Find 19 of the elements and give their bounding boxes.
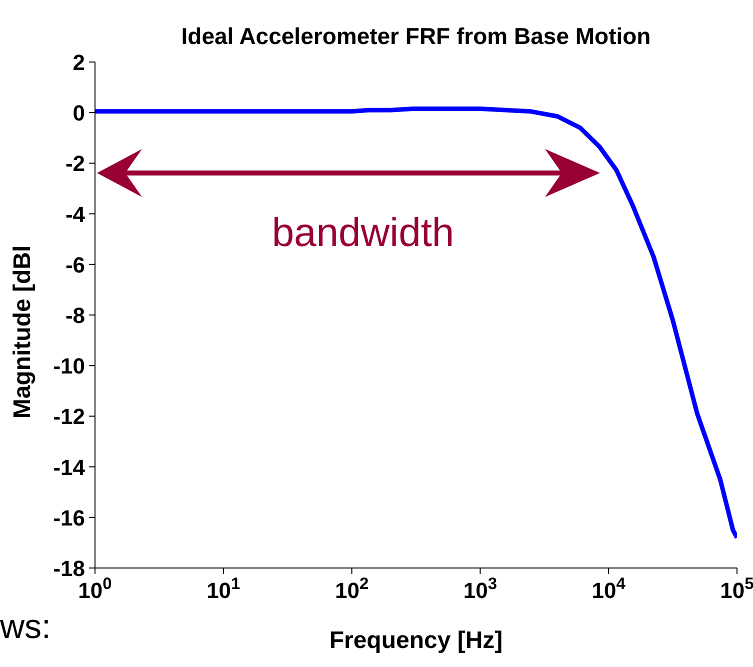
x-tick-label: 10$^{3}$ bbox=[463, 575, 498, 603]
x-tick-label: 10$^{4}$ bbox=[592, 575, 626, 603]
y-tick-label: -16 bbox=[53, 505, 85, 530]
y-tick-label: -12 bbox=[53, 404, 85, 430]
y-tick-label: -8 bbox=[65, 303, 85, 328]
y-tick-label: -14 bbox=[53, 454, 86, 480]
chart-title: Ideal Accelerometer FRF from Base Motion bbox=[181, 23, 651, 49]
y-tick-label: -2 bbox=[65, 151, 85, 176]
x-tick-label: 10$^{2}$ bbox=[334, 575, 369, 603]
y-tick-label: 0 bbox=[72, 100, 85, 126]
x-axis-title: Frequency [Hz] bbox=[329, 627, 503, 654]
y-tick-label: -10 bbox=[53, 354, 85, 379]
y-tick-label: -6 bbox=[65, 252, 85, 278]
y-tick-label: 2 bbox=[72, 50, 85, 75]
y-axis-title: Magnitude [dBl bbox=[9, 245, 36, 419]
y-tick-label: -4 bbox=[65, 202, 86, 227]
x-tick-label: 10$^{5}$ bbox=[720, 575, 753, 603]
x-tick-label: 10$^{1}$ bbox=[206, 575, 240, 603]
annotation: bandwidth bbox=[272, 211, 454, 255]
